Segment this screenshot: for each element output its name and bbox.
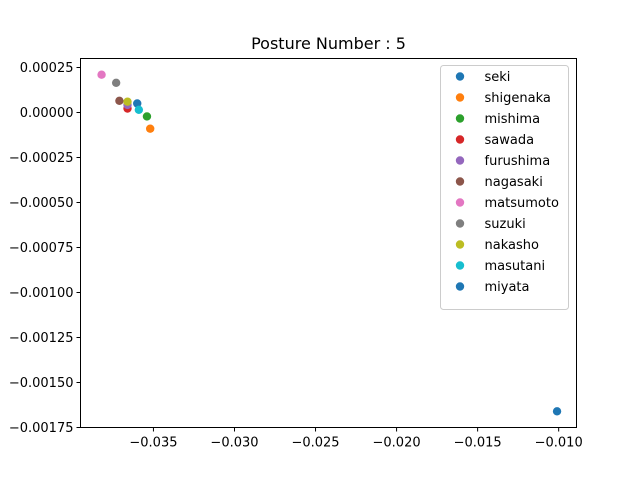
data-points [97,70,562,416]
legend-marker-mishima [455,114,465,123]
point-mishima [142,112,152,121]
legend-label-masutani: masutani [485,259,546,274]
point-miyata [552,407,562,416]
y-tick-label: 0.00000 [20,106,74,121]
legend-label-shigenaka: shigenaka [485,91,551,106]
legend-label-seki: seki [485,70,511,85]
legend-box [440,65,569,310]
x-tick-label: −0.010 [535,436,583,451]
legend-marker-nakasho [455,240,465,249]
legend-marker-sawada [455,135,465,144]
y-tick-label: −0.00150 [9,376,74,391]
x-tick-label: −0.015 [454,436,502,451]
legend-marker-nagasaki [455,177,465,186]
point-seki [133,99,142,108]
y-tick-label: −0.00050 [9,196,74,211]
x-tick-label: −0.020 [373,436,421,451]
y-tick-label: −0.00025 [9,151,74,166]
x-tick-label: −0.030 [210,436,258,451]
chart-title: Posture Number : 5 [251,34,406,53]
y-tick-label: 0.00025 [20,61,74,76]
legend-label-nagasaki: nagasaki [485,175,543,190]
legend-label-sawada: sawada [485,133,535,148]
point-nakasho [123,97,132,106]
legend-label-matsumoto: matsumoto [485,196,559,211]
legend-marker-suzuki [455,219,465,228]
point-matsumoto [97,70,106,79]
legend-marker-matsumoto [455,198,465,207]
legend-label-mishima: mishima [485,112,541,127]
legend-label-furushima: furushima [485,154,551,169]
legend: seki shigenaka mishima sawada furushima nagas… [440,65,569,310]
point-suzuki [111,78,121,88]
point-nagasaki [115,96,124,106]
axis-ticks: −0.035 −0.030 −0.025 −0.020 −0.015 −0.010 0.00… [9,61,583,451]
point-shigenaka [145,124,155,133]
legend-label-nakasho: nakasho [485,238,539,253]
y-tick-label: −0.00125 [9,331,74,346]
legend-marker-miyata [455,282,465,291]
legend-marker-shigenaka [455,93,465,102]
plot-frame [80,58,577,428]
legend-label-suzuki: suzuki [485,217,526,232]
y-tick-label: −0.00075 [9,241,74,256]
legend-marker-furushima [455,156,465,165]
x-tick-label: −0.035 [129,436,177,451]
legend-marker-masutani [455,261,465,270]
legend-label-miyata: miyata [485,280,530,295]
y-tick-label: −0.00100 [9,286,74,301]
x-tick-label: −0.025 [291,436,339,451]
point-masutani [134,105,144,115]
y-tick-label: −0.00175 [9,421,74,436]
legend-marker-seki [455,72,465,81]
